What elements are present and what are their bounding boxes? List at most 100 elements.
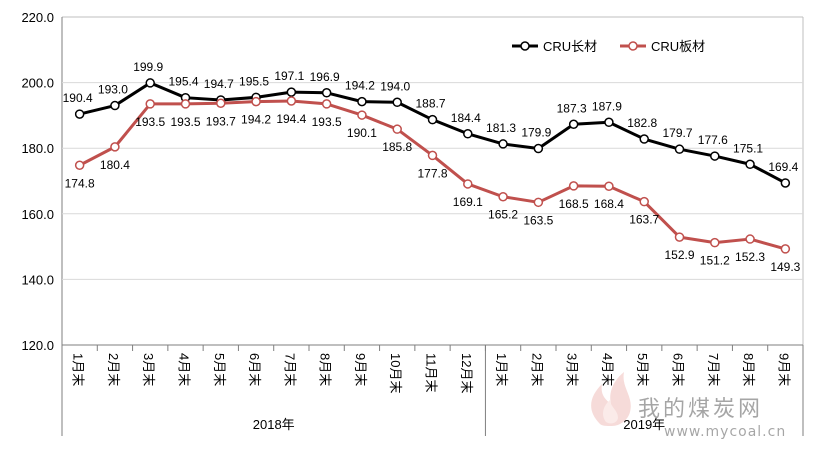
series-layer [74,78,791,254]
data-point [74,109,85,119]
x-tick-label: 5月末 [212,353,227,386]
data-point [674,232,685,242]
data-point [674,144,685,154]
y-tick-label: 160.0 [21,207,54,222]
data-point [710,151,720,161]
data-label: 185.8 [382,140,412,154]
data-point [110,100,120,111]
data-point [639,134,649,144]
data-point [392,97,402,108]
legend-label: CRU板材 [651,39,705,54]
data-point [216,98,226,109]
data-point [710,237,720,248]
x-tick-label: 5月末 [635,353,650,386]
x-tick-label: 1月末 [71,353,86,386]
data-label: 194.2 [345,79,375,93]
watermark-url: www.mycoal.cn [664,424,786,440]
data-point [427,114,438,125]
data-point [427,150,438,161]
data-label: 193.5 [170,115,200,129]
x-axis: 1月末 2月末 3月末 4月末 5月末 6月末 7月末 8月末 9月末 10月末 11月末 12月末 1… [61,344,804,436]
data-point [357,96,367,107]
x-tick-label: 6月末 [671,353,686,386]
data-labels: 190.4 193.0 199.9 195.4 194.7 195.5 197.1 196.9… [63,60,801,274]
x-tick-label: 4月末 [600,353,615,386]
legend-label: CRU长材 [543,39,597,54]
data-point [604,117,614,128]
y-tick-label: 200.0 [21,76,54,91]
data-point [74,160,85,171]
data-label: 181.3 [486,121,516,135]
data-label: 199.9 [133,60,163,74]
data-point [780,244,791,254]
data-label: 168.5 [559,197,589,211]
x-tick-label: 6月末 [247,353,262,386]
watermark-text: 我的煤炭网 [638,397,763,422]
data-label: 190.4 [63,91,93,105]
x-tick-label: 10月末 [388,353,403,393]
legend-swatch-marker [520,41,530,51]
y-axis: 120.0 140.0 160.0 180.0 200.0 220.0 [21,10,54,353]
data-point [463,179,473,189]
data-point [145,78,155,88]
x-tick-label: 1月末 [494,353,509,386]
data-label: 152.9 [664,248,694,262]
data-label: 180.4 [100,158,130,172]
data-label: 193.5 [135,115,165,129]
group-label: 2019年 [623,417,665,432]
data-point [745,159,755,170]
data-label: 163.5 [523,213,553,227]
x-tick-label: 9月末 [353,353,368,386]
data-label: 177.8 [417,166,447,180]
data-point [604,181,614,191]
x-tick-label: 2月末 [529,353,544,386]
data-label: 194.0 [380,79,410,93]
data-label: 190.1 [347,126,377,140]
data-point [498,139,508,149]
data-point [286,87,297,97]
flame-logo-icon [591,372,631,426]
watermark: 我的煤炭网 www.mycoal.cn [591,372,786,440]
y-tick-label: 140.0 [21,272,54,287]
data-point [639,196,649,207]
y-tick-label: 220.0 [21,10,54,25]
data-label: 151.2 [700,254,730,268]
x-tick-label: 3月末 [141,353,156,386]
data-label: 195.5 [239,74,269,88]
data-label: 182.8 [627,116,657,130]
data-label: 179.7 [662,126,692,140]
x-tick-label: 11月末 [424,353,439,393]
data-point [321,88,332,98]
data-label: 194.2 [241,113,271,127]
data-point [251,96,261,107]
x-tick-label: 9月末 [776,353,791,386]
group-label: 2018年 [253,417,295,432]
data-label: 187.9 [592,99,622,113]
data-label: 163.7 [629,213,659,227]
data-label: 193.7 [206,114,236,128]
data-label: 152.3 [735,250,765,264]
data-point [533,197,544,208]
data-point [745,234,755,244]
data-label: 188.7 [415,97,445,111]
data-label: 177.6 [698,133,728,147]
data-label: 194.7 [204,77,234,91]
y-tick-label: 120.0 [21,338,54,353]
data-point [180,99,191,109]
data-label: 168.4 [594,197,624,211]
data-point [498,191,508,202]
data-label: 169.4 [768,160,798,174]
data-label: 195.4 [168,75,198,89]
legend: CRU长材 CRU板材 [512,39,705,54]
x-tick-label: 7月末 [706,353,721,386]
x-tick-label: 3月末 [565,353,580,386]
data-point [110,142,120,152]
data-point [533,143,544,154]
data-point [321,99,332,109]
data-label: 174.8 [65,176,95,190]
data-label: 197.1 [274,69,304,83]
data-label: 194.4 [276,112,306,126]
x-tick-label: 7月末 [282,353,297,386]
data-point [780,178,791,188]
